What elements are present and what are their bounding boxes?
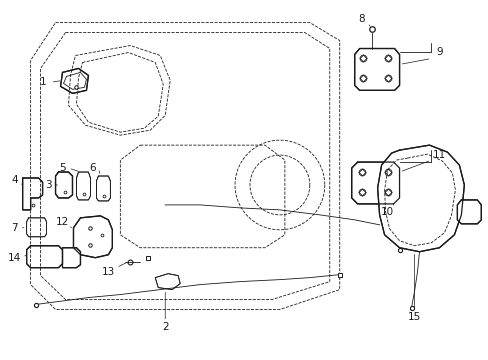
Text: 3: 3 [45,180,52,190]
Polygon shape [96,176,110,201]
Text: 7: 7 [11,223,18,233]
Polygon shape [354,49,399,90]
Text: 5: 5 [59,163,66,173]
Text: 8: 8 [358,14,364,24]
Polygon shape [56,172,72,198]
Text: 13: 13 [102,267,115,276]
Polygon shape [155,274,180,289]
Polygon shape [456,200,480,224]
Polygon shape [76,172,90,200]
Text: 4: 4 [11,175,18,185]
Text: 6: 6 [89,163,96,173]
Polygon shape [61,68,88,93]
Polygon shape [62,248,81,268]
Text: 11: 11 [432,150,445,160]
Polygon shape [351,162,399,204]
Polygon shape [26,218,46,237]
Text: 15: 15 [407,312,420,323]
Text: 9: 9 [435,48,442,58]
Polygon shape [377,145,464,252]
Text: 2: 2 [162,323,168,332]
Text: 12: 12 [56,217,69,227]
Text: 1: 1 [40,77,47,87]
Text: 14: 14 [8,253,21,263]
Text: 10: 10 [380,207,393,217]
Polygon shape [26,246,62,268]
Polygon shape [73,216,112,258]
Polygon shape [22,178,42,210]
